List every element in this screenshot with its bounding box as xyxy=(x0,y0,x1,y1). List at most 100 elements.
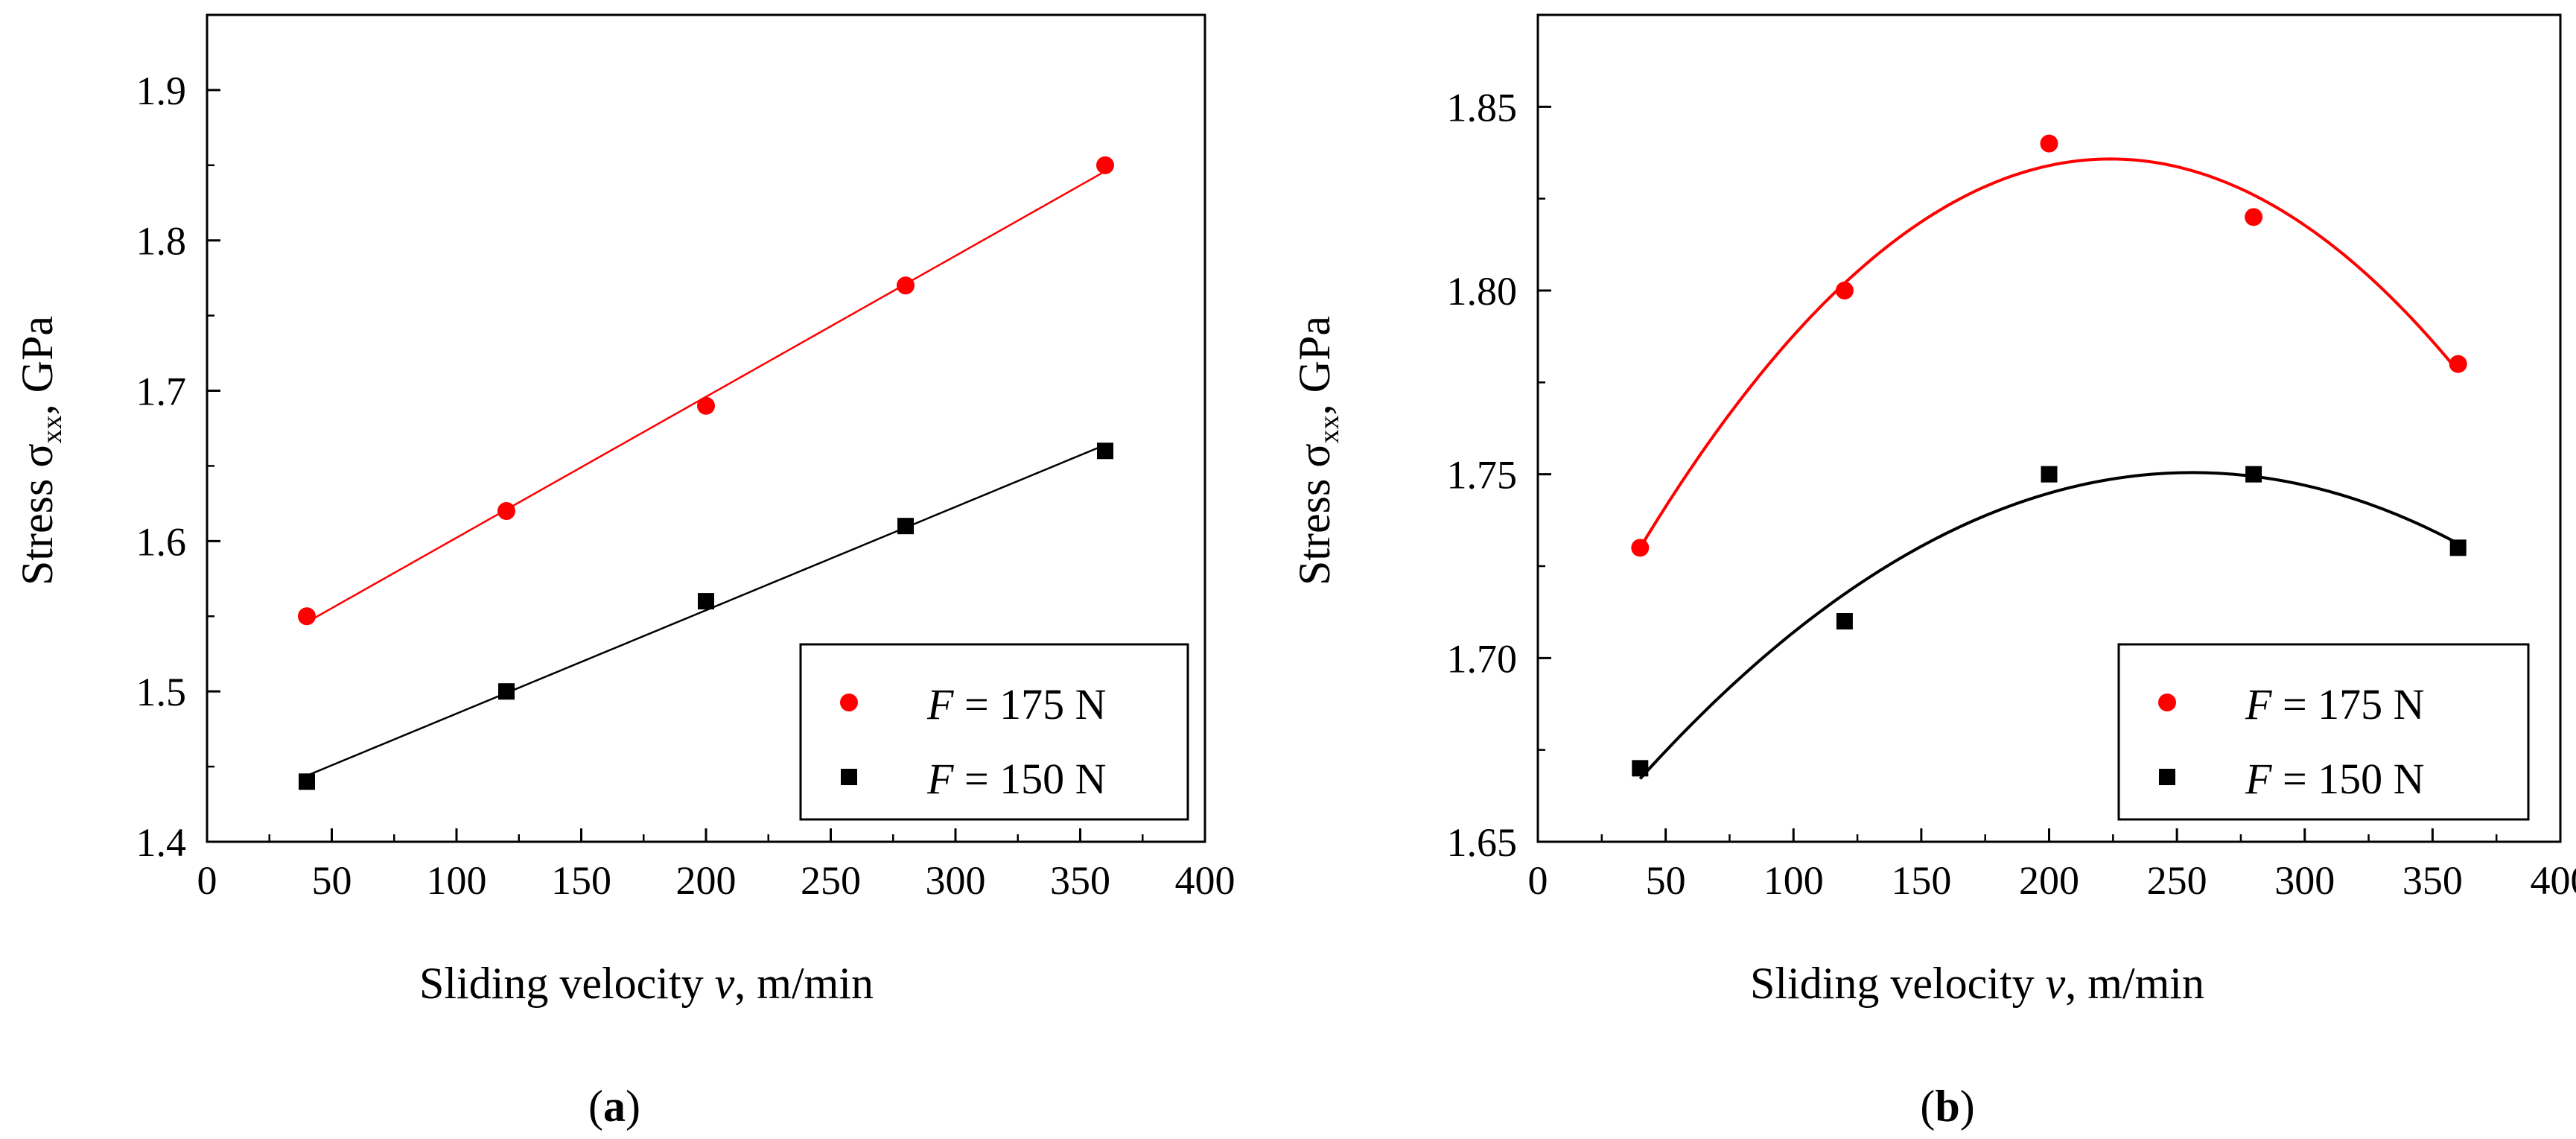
y-axis-label-unit: , GPa xyxy=(13,316,62,415)
panel-b: 0 50 100 150 200 250 300 350 400 1.65 1.70 1.75 1.80… xyxy=(1290,13,2576,1131)
data-point-f150 xyxy=(2245,466,2262,483)
x-axis-label-text: Sliding velocity xyxy=(1750,959,2046,1008)
data-point-f175 xyxy=(2449,355,2467,373)
y-tick-label: 1.4 xyxy=(136,820,187,865)
legend-value: = 175 N xyxy=(2271,680,2424,729)
x-tick-label: 150 xyxy=(1891,858,1951,903)
legend-value: = 150 N xyxy=(2271,755,2424,803)
data-point-f175 xyxy=(697,396,715,415)
data-point-f175 xyxy=(1096,156,1114,174)
panel-label-open: ( xyxy=(588,1082,603,1131)
legend-entry: F = 150 N xyxy=(926,755,1107,803)
data-point-f175 xyxy=(2245,208,2263,226)
panel-label-open: ( xyxy=(1920,1082,1935,1131)
data-point-f175 xyxy=(497,502,515,520)
data-point-f175 xyxy=(298,607,316,626)
legend-value: = 175 N xyxy=(953,680,1106,729)
y-tick-label: 1.75 xyxy=(1447,453,1518,498)
y-tick-label: 1.8 xyxy=(136,219,187,264)
y-axis-label-unit: , GPa xyxy=(1290,316,1339,415)
data-point-f150 xyxy=(2041,466,2058,483)
legend-marker-circle xyxy=(2158,694,2176,711)
x-axis-label-unit: , m/min xyxy=(734,959,874,1008)
data-point-f150 xyxy=(2449,539,2467,556)
y-tick-label: 1.6 xyxy=(136,519,187,564)
y-tick-label: 1.5 xyxy=(136,670,187,714)
y-tick-label: 1.80 xyxy=(1447,269,1518,314)
panel-label-close: ) xyxy=(626,1082,640,1131)
x-tick-label: 400 xyxy=(2531,858,2576,903)
y-tick-label: 1.70 xyxy=(1447,636,1518,681)
y-axis-label: Stress σxx, GPa xyxy=(13,316,68,586)
panel-label-letter: b xyxy=(1935,1082,1959,1131)
data-point-f175 xyxy=(1835,282,1854,299)
x-axis-label-text: Sliding velocity xyxy=(419,959,715,1008)
legend-box xyxy=(2117,643,2530,821)
panel-a: 0 50 100 150 200 250 300 350 400 1.4 1.5 1.6 1.7 1.8 1… xyxy=(13,13,1235,1131)
x-tick-label: 100 xyxy=(427,858,487,903)
trend-line-f150 xyxy=(1638,471,2459,780)
x-tick-label: 300 xyxy=(2274,858,2335,903)
y-tick-label: 1.85 xyxy=(1447,85,1518,130)
panel-label-close: ) xyxy=(1960,1082,1975,1131)
x-tick-label: 100 xyxy=(1764,858,1824,903)
y-axis-label-text: Stress σ xyxy=(13,443,62,586)
legend-variable: F xyxy=(2245,755,2272,803)
y-tick-label: 1.7 xyxy=(136,369,187,414)
legend-box xyxy=(799,643,1189,821)
x-tick-label: 150 xyxy=(551,858,611,903)
legend-marker-square xyxy=(2159,769,2175,785)
panel-label: (b) xyxy=(1920,1082,1974,1131)
x-tick-label: 350 xyxy=(2402,858,2463,903)
trend-line-f175 xyxy=(1638,157,2460,549)
y-tick-label: 1.9 xyxy=(136,69,187,113)
x-tick-label: 0 xyxy=(197,858,217,903)
data-point-f175 xyxy=(1631,539,1650,557)
y-axis-label-subscript: xx xyxy=(1314,415,1345,443)
panel-label: (a) xyxy=(588,1082,640,1131)
legend-marker-square xyxy=(841,769,857,785)
data-point-f150 xyxy=(897,518,914,535)
data-point-f150 xyxy=(1632,760,1649,777)
y-axis-label-subscript: xx xyxy=(36,415,68,443)
x-tick-label: 250 xyxy=(801,858,861,903)
legend-entry: F = 175 N xyxy=(926,680,1107,729)
trend-line-f150 xyxy=(306,444,1106,777)
data-point-f150 xyxy=(1836,613,1853,629)
legend: F = 175 NF = 150 N xyxy=(2117,643,2530,821)
data-point-f150 xyxy=(498,683,515,700)
legend-entry: F = 175 N xyxy=(2245,680,2425,729)
x-tick-label: 50 xyxy=(312,858,352,903)
x-axis-label-unit: , m/min xyxy=(2065,959,2204,1008)
data-point-f150 xyxy=(1097,442,1113,460)
data-point-f175 xyxy=(897,276,915,295)
legend-entry: F = 150 N xyxy=(2245,755,2425,803)
x-axis-label: Sliding velocity v, m/min xyxy=(419,959,874,1008)
x-axis-label-variable: v xyxy=(715,959,735,1008)
data-point-f150 xyxy=(299,773,315,790)
trend-line-f175 xyxy=(306,170,1106,624)
legend-variable: F xyxy=(926,755,954,803)
x-tick-label: 300 xyxy=(926,858,986,903)
data-point-f175 xyxy=(2040,134,2058,153)
data-point-f150 xyxy=(698,593,714,610)
x-tick-label: 200 xyxy=(676,858,737,903)
x-tick-label: 0 xyxy=(1528,858,1548,903)
x-axis-label: Sliding velocity v, m/min xyxy=(1750,959,2204,1008)
x-axis-label-variable: v xyxy=(2046,959,2066,1008)
x-tick-label: 400 xyxy=(1175,858,1235,903)
y-axis-label-text: Stress σ xyxy=(1290,443,1339,586)
legend-value: = 150 N xyxy=(953,755,1106,803)
legend-marker-circle xyxy=(840,694,858,711)
x-tick-label: 200 xyxy=(2019,858,2079,903)
legend-variable: F xyxy=(2245,680,2272,729)
x-tick-label: 50 xyxy=(1646,858,1686,903)
x-tick-label: 250 xyxy=(2147,858,2207,903)
legend: F = 175 NF = 150 N xyxy=(799,643,1189,821)
panel-label-letter: a xyxy=(603,1082,626,1131)
y-axis-label: Stress σxx, GPa xyxy=(1290,316,1345,586)
y-tick-label: 1.65 xyxy=(1447,820,1518,865)
legend-variable: F xyxy=(926,680,954,729)
x-tick-label: 350 xyxy=(1050,858,1110,903)
